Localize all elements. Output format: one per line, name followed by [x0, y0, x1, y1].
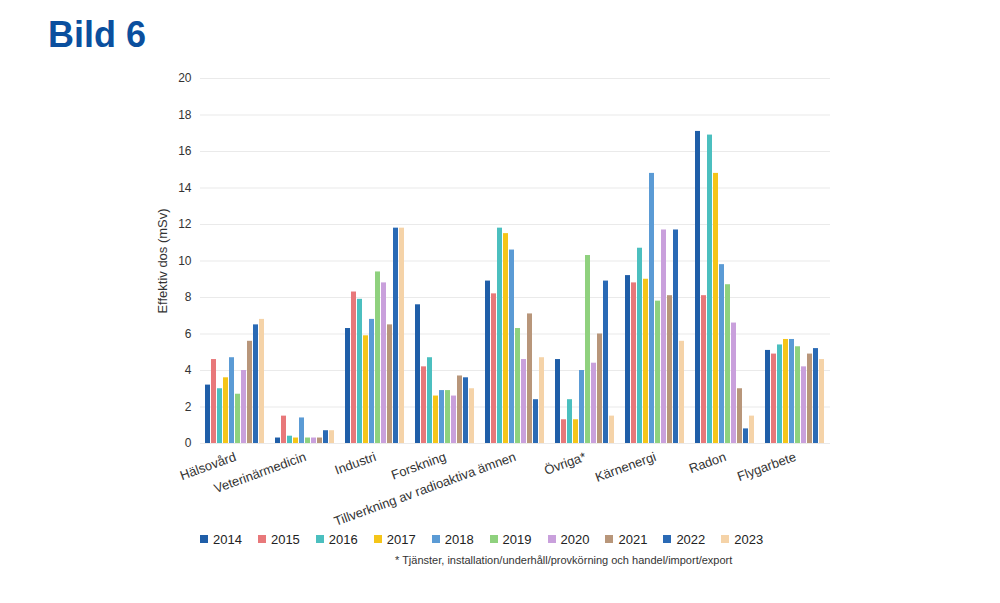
svg-text:Kärnenergi: Kärnenergi — [593, 449, 658, 485]
svg-text:Forskning: Forskning — [389, 448, 448, 483]
svg-text:Hälsovård: Hälsovård — [177, 448, 238, 483]
html-text:2021: 2021 — [618, 531, 648, 547]
svg-text:20: 20 — [178, 71, 192, 85]
html-text:2020: 2020 — [560, 531, 590, 547]
svg-text:Veterinärmedicin: Veterinärmedicin — [212, 449, 308, 496]
svg-text:Tillverkning av radioaktiva äm: Tillverkning av radioaktiva ämnen — [332, 449, 518, 528]
html-text:2014: 2014 — [213, 531, 242, 547]
svg-text:2: 2 — [185, 400, 192, 414]
svg-text:Radon: Radon — [687, 449, 728, 476]
svg-text:Industri: Industri — [333, 449, 378, 478]
svg-text:6: 6 — [185, 327, 192, 341]
svg-text:4: 4 — [185, 363, 192, 377]
svg-text:14: 14 — [178, 181, 192, 195]
svg-text:12: 12 — [178, 217, 192, 231]
html-text:2015: 2015 — [270, 531, 300, 547]
html-text:2018: 2018 — [444, 531, 474, 547]
html-text:2017: 2017 — [386, 531, 416, 547]
html-text:Bild 6: Bild 6 — [48, 14, 146, 55]
svg-text:Övriga*: Övriga* — [542, 449, 588, 478]
html-text:2022: 2022 — [676, 531, 706, 547]
svg-text:8: 8 — [185, 290, 192, 304]
html-text:2023: 2023 — [734, 531, 764, 547]
svg-text:0: 0 — [185, 436, 192, 450]
html-text:2019: 2019 — [502, 531, 532, 547]
svg-text:16: 16 — [178, 144, 192, 158]
svg-text:Flygarbete: Flygarbete — [735, 449, 798, 484]
svg-text:10: 10 — [178, 254, 192, 268]
html-text:* Tjänster, installation/under: * Tjänster, installation/underhåll/provk… — [395, 554, 733, 566]
svg-text:18: 18 — [178, 108, 192, 122]
html-text:2016: 2016 — [328, 531, 358, 547]
html-text:Effektiv dos (mSv): Effektiv dos (mSv) — [154, 207, 170, 314]
